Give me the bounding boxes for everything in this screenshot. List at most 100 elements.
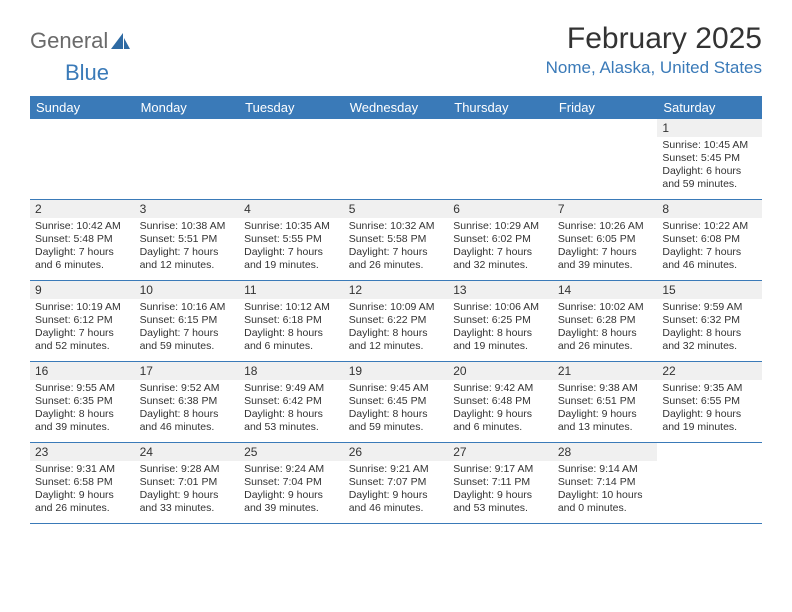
- day-sunset: Sunset: 6:35 PM: [35, 395, 130, 408]
- day-sunrise: Sunrise: 9:17 AM: [453, 463, 548, 476]
- day-sunrise: Sunrise: 10:16 AM: [140, 301, 235, 314]
- weekday-header: Sunday: [30, 96, 135, 119]
- day-sunrise: Sunrise: 10:45 AM: [662, 139, 757, 152]
- day-sunrise: Sunrise: 10:09 AM: [349, 301, 444, 314]
- day-sunrise: Sunrise: 9:35 AM: [662, 382, 757, 395]
- logo-text-blue: Blue: [65, 60, 792, 86]
- day-sunrise: Sunrise: 9:38 AM: [558, 382, 653, 395]
- day-daylight2: and 6 minutes.: [244, 340, 339, 353]
- day-number: 21: [553, 362, 658, 380]
- day-details: Sunrise: 9:17 AMSunset: 7:11 PMDaylight:…: [448, 461, 553, 523]
- calendar-body: ......1Sunrise: 10:45 AMSunset: 5:45 PMD…: [30, 119, 762, 523]
- day-daylight1: Daylight: 7 hours: [35, 327, 130, 340]
- logo-text-general: General: [30, 28, 108, 54]
- day-daylight1: Daylight: 9 hours: [244, 489, 339, 502]
- day-number: 26: [344, 443, 449, 461]
- day-number: 17: [135, 362, 240, 380]
- day-details: Sunrise: 10:42 AMSunset: 5:48 PMDaylight…: [30, 218, 135, 280]
- calendar-day-cell: 2Sunrise: 10:42 AMSunset: 5:48 PMDayligh…: [30, 200, 135, 281]
- day-daylight2: and 52 minutes.: [35, 340, 130, 353]
- day-daylight1: Daylight: 7 hours: [662, 246, 757, 259]
- day-sunrise: Sunrise: 10:38 AM: [140, 220, 235, 233]
- day-number: 15: [657, 281, 762, 299]
- day-details: [344, 137, 449, 199]
- day-details: Sunrise: 10:35 AMSunset: 5:55 PMDaylight…: [239, 218, 344, 280]
- calendar-day-cell: .: [239, 119, 344, 200]
- day-daylight2: and 32 minutes.: [662, 340, 757, 353]
- calendar-day-cell: 17Sunrise: 9:52 AMSunset: 6:38 PMDayligh…: [135, 362, 240, 443]
- day-number: 25: [239, 443, 344, 461]
- day-details: Sunrise: 10:26 AMSunset: 6:05 PMDaylight…: [553, 218, 658, 280]
- day-details: Sunrise: 10:02 AMSunset: 6:28 PMDaylight…: [553, 299, 658, 361]
- day-daylight1: Daylight: 8 hours: [349, 327, 444, 340]
- calendar-week-row: 2Sunrise: 10:42 AMSunset: 5:48 PMDayligh…: [30, 200, 762, 281]
- day-number: 7: [553, 200, 658, 218]
- day-details: [239, 137, 344, 199]
- day-daylight2: and 39 minutes.: [244, 502, 339, 515]
- day-daylight2: and 33 minutes.: [140, 502, 235, 515]
- day-daylight1: Daylight: 9 hours: [140, 489, 235, 502]
- calendar-day-cell: 8Sunrise: 10:22 AMSunset: 6:08 PMDayligh…: [657, 200, 762, 281]
- day-sunrise: Sunrise: 10:35 AM: [244, 220, 339, 233]
- day-daylight1: Daylight: 8 hours: [140, 408, 235, 421]
- day-sunrise: Sunrise: 9:14 AM: [558, 463, 653, 476]
- day-sunset: Sunset: 6:28 PM: [558, 314, 653, 327]
- day-sunset: Sunset: 6:12 PM: [35, 314, 130, 327]
- day-sunset: Sunset: 6:08 PM: [662, 233, 757, 246]
- logo: General: [30, 22, 132, 54]
- day-daylight2: and 12 minutes.: [140, 259, 235, 272]
- calendar-week-row: ......1Sunrise: 10:45 AMSunset: 5:45 PMD…: [30, 119, 762, 200]
- day-number: 23: [30, 443, 135, 461]
- day-daylight2: and 19 minutes.: [453, 340, 548, 353]
- day-daylight2: and 6 minutes.: [453, 421, 548, 434]
- weekday-header: Saturday: [657, 96, 762, 119]
- day-sunset: Sunset: 7:01 PM: [140, 476, 235, 489]
- day-daylight2: and 46 minutes.: [662, 259, 757, 272]
- day-daylight2: and 19 minutes.: [662, 421, 757, 434]
- day-daylight1: Daylight: 8 hours: [244, 408, 339, 421]
- day-sunset: Sunset: 6:22 PM: [349, 314, 444, 327]
- day-details: Sunrise: 10:19 AMSunset: 6:12 PMDaylight…: [30, 299, 135, 361]
- day-details: Sunrise: 9:52 AMSunset: 6:38 PMDaylight:…: [135, 380, 240, 442]
- day-number: 3: [135, 200, 240, 218]
- calendar-day-cell: 14Sunrise: 10:02 AMSunset: 6:28 PMDaylig…: [553, 281, 658, 362]
- day-number: 28: [553, 443, 658, 461]
- day-daylight1: Daylight: 9 hours: [453, 489, 548, 502]
- day-details: [30, 137, 135, 199]
- day-details: [553, 137, 658, 199]
- calendar-day-cell: 20Sunrise: 9:42 AMSunset: 6:48 PMDayligh…: [448, 362, 553, 443]
- day-details: Sunrise: 10:38 AMSunset: 5:51 PMDaylight…: [135, 218, 240, 280]
- calendar-day-cell: .: [657, 443, 762, 524]
- day-number: 18: [239, 362, 344, 380]
- day-details: [135, 137, 240, 199]
- day-sunset: Sunset: 6:32 PM: [662, 314, 757, 327]
- day-details: Sunrise: 10:16 AMSunset: 6:15 PMDaylight…: [135, 299, 240, 361]
- day-sunset: Sunset: 6:48 PM: [453, 395, 548, 408]
- day-details: Sunrise: 10:09 AMSunset: 6:22 PMDaylight…: [344, 299, 449, 361]
- day-daylight1: Daylight: 8 hours: [35, 408, 130, 421]
- day-details: Sunrise: 10:12 AMSunset: 6:18 PMDaylight…: [239, 299, 344, 361]
- day-sunset: Sunset: 6:15 PM: [140, 314, 235, 327]
- calendar-day-cell: 9Sunrise: 10:19 AMSunset: 6:12 PMDayligh…: [30, 281, 135, 362]
- calendar-day-cell: 13Sunrise: 10:06 AMSunset: 6:25 PMDaylig…: [448, 281, 553, 362]
- day-number: 4: [239, 200, 344, 218]
- day-number: 22: [657, 362, 762, 380]
- calendar-day-cell: .: [344, 119, 449, 200]
- day-details: Sunrise: 9:45 AMSunset: 6:45 PMDaylight:…: [344, 380, 449, 442]
- day-sunset: Sunset: 5:55 PM: [244, 233, 339, 246]
- day-daylight1: Daylight: 6 hours: [662, 165, 757, 178]
- weekday-header: Thursday: [448, 96, 553, 119]
- day-details: Sunrise: 10:22 AMSunset: 6:08 PMDaylight…: [657, 218, 762, 280]
- day-number: 20: [448, 362, 553, 380]
- calendar-page: General February 2025 Nome, Alaska, Unit…: [0, 0, 792, 544]
- day-daylight2: and 19 minutes.: [244, 259, 339, 272]
- day-daylight2: and 0 minutes.: [558, 502, 653, 515]
- day-daylight1: Daylight: 9 hours: [453, 408, 548, 421]
- day-daylight2: and 26 minutes.: [349, 259, 444, 272]
- day-daylight2: and 46 minutes.: [140, 421, 235, 434]
- day-details: Sunrise: 9:21 AMSunset: 7:07 PMDaylight:…: [344, 461, 449, 523]
- day-details: Sunrise: 9:24 AMSunset: 7:04 PMDaylight:…: [239, 461, 344, 523]
- day-sunrise: Sunrise: 9:55 AM: [35, 382, 130, 395]
- logo-sail-icon: [110, 32, 132, 50]
- day-sunset: Sunset: 7:04 PM: [244, 476, 339, 489]
